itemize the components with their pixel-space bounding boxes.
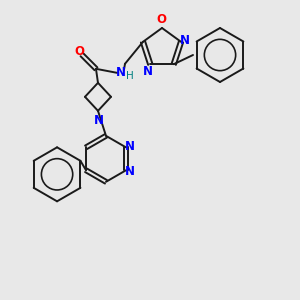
Text: H: H [126, 71, 134, 81]
Text: N: N [116, 66, 126, 79]
Text: N: N [94, 114, 104, 127]
Text: O: O [156, 13, 166, 26]
Text: N: N [125, 165, 135, 178]
Text: N: N [143, 65, 153, 78]
Text: O: O [74, 45, 84, 58]
Text: N: N [125, 140, 135, 153]
Text: N: N [180, 34, 190, 47]
